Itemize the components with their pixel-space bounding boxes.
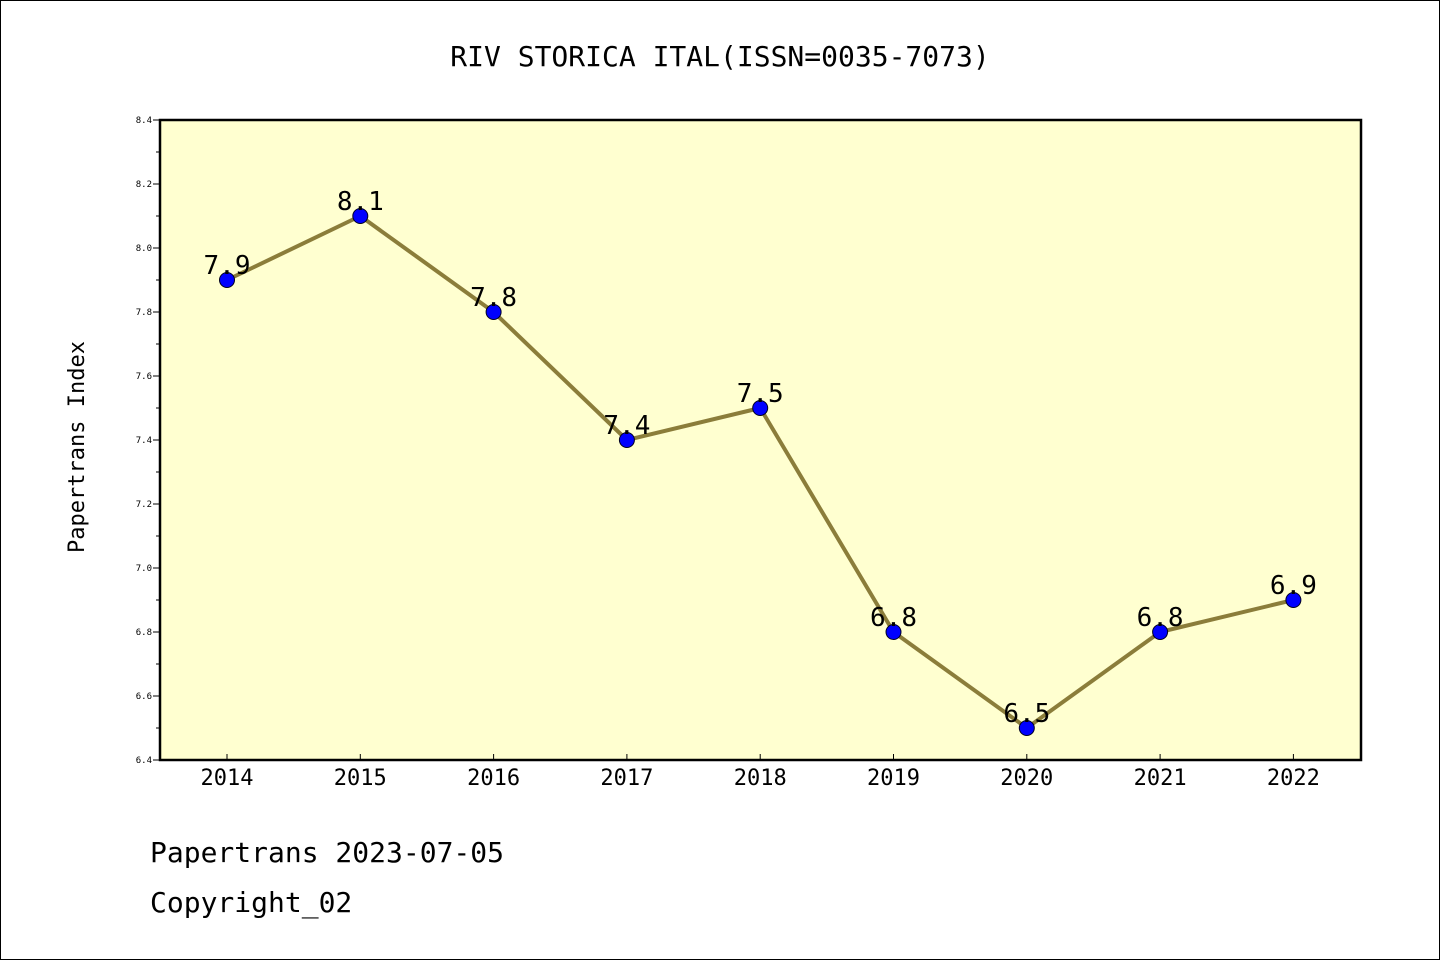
y-tick-label: 7.6 [136, 372, 152, 382]
plot-border [158, 118, 1363, 762]
data-label: 7.9 [204, 251, 251, 281]
data-label: 7.8 [470, 283, 517, 313]
data-point [1285, 592, 1302, 608]
data-point [752, 400, 769, 416]
x-axis-ticks: 2014 2015 2016 2017 2018 2019 2020 2021 2022 [201, 754, 1320, 791]
footer-copyright-text: Copyright_02 [150, 886, 353, 919]
data-label: 6.9 [1270, 571, 1317, 601]
y-tick-label: 7.0 [136, 564, 152, 574]
data-label: 8.1 [337, 187, 384, 217]
data-label: 7.4 [603, 411, 650, 441]
y-axis-label: Papertrans Index [65, 341, 90, 553]
y-tick-label: 6.4 [136, 756, 152, 766]
data-point [485, 304, 502, 320]
footer-date-text: Papertrans 2023-07-05 [150, 836, 505, 869]
x-tick-label: 2021 [1134, 766, 1187, 791]
x-tick-label: 2019 [867, 766, 920, 791]
y-axis-ticks: 6.4 6.6 6.8 7.0 7.2 7.4 7.6 7.8 8.0 8.2 8.4 [136, 116, 160, 766]
data-point [1152, 624, 1169, 640]
data-label: 6.8 [870, 603, 917, 633]
data-point [618, 432, 635, 448]
y-tick-label: 6.8 [136, 628, 152, 638]
data-label: 6.5 [1003, 699, 1050, 729]
plot-area [160, 120, 1361, 760]
x-tick-label: 2015 [334, 766, 387, 791]
data-markers [219, 208, 1302, 736]
y-tick-label: 7.4 [136, 436, 152, 446]
chart-title: RIV STORICA ITAL(ISSN=0035-7073) [450, 40, 989, 73]
x-tick-label: 2022 [1267, 766, 1320, 791]
data-point [219, 272, 235, 288]
x-tick-label: 2016 [467, 766, 520, 791]
y-tick-label: 7.2 [136, 500, 152, 510]
x-tick-label: 2020 [1000, 766, 1053, 791]
data-point [885, 624, 902, 640]
data-point [1018, 720, 1035, 736]
y-tick-label: 8.2 [136, 180, 152, 190]
y-tick-label: 6.6 [136, 692, 152, 702]
y-tick-label: 7.8 [136, 308, 152, 318]
x-tick-label: 2018 [734, 766, 787, 791]
y-tick-label: 8.4 [136, 116, 152, 126]
data-label: 6.8 [1137, 603, 1184, 633]
y-tick-label: 8.0 [136, 244, 152, 254]
data-point [352, 208, 369, 224]
x-tick-label: 2017 [600, 766, 653, 791]
data-label: 7.5 [737, 379, 784, 409]
data-labels: 7.9 8.1 7.8 7.4 7.5 6.8 6.5 6.8 6.9 [204, 187, 1317, 729]
x-tick-label: 2014 [201, 766, 254, 791]
